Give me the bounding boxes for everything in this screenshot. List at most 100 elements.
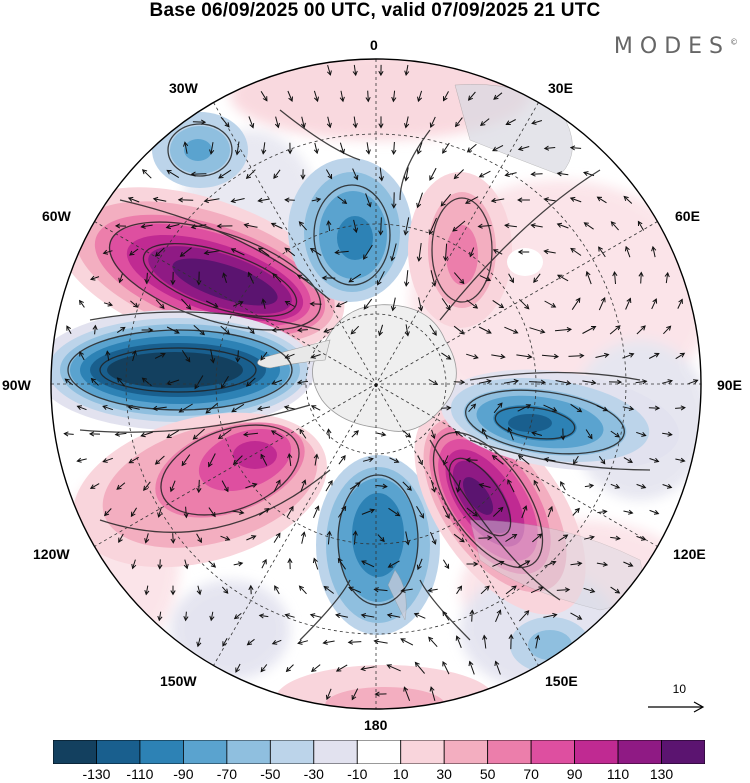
wind-arrow-shaft	[260, 664, 268, 672]
wind-arrow-shaft	[614, 271, 616, 285]
wind-arrow-head	[233, 614, 240, 620]
colorbar-tick-label: 90	[566, 766, 583, 782]
wind-arrow-head	[196, 589, 202, 596]
wind-arrow-shaft	[508, 273, 514, 283]
wind-arrow-shaft	[544, 458, 556, 462]
wind-arrow-shaft	[597, 196, 607, 204]
lon-label-0: 0	[370, 37, 378, 53]
wind-arrow-head	[223, 588, 229, 594]
wind-arrow-head	[327, 173, 333, 180]
wind-arrow-shaft	[598, 246, 606, 258]
wind-arrow-head	[640, 325, 646, 331]
wind-arrow-shaft	[570, 197, 582, 203]
wind-arrow-head	[131, 563, 137, 570]
wind-arrow-head	[442, 148, 447, 154]
wind-arrow-head	[284, 613, 290, 619]
wind-arrow-shaft	[585, 429, 593, 439]
wind-arrow-shaft	[362, 458, 374, 462]
wind-arrow-shaft	[326, 688, 332, 700]
wind-arrow-shaft	[221, 375, 229, 389]
wind-arrow-shaft	[299, 221, 307, 231]
wind-arrow-shaft	[403, 430, 411, 438]
wind-arrow-head	[539, 328, 546, 334]
wind-arrow-shaft	[662, 484, 672, 488]
lon-label-30w: 30W	[169, 80, 198, 96]
wind-arrow-head	[374, 691, 380, 697]
wind-arrow-head	[339, 96, 345, 103]
wind-arrow-shaft	[456, 585, 462, 595]
wind-arrow-head	[564, 587, 571, 593]
wind-arrow-head	[224, 122, 230, 128]
wind-arrow-shaft	[103, 302, 113, 306]
wind-arrow-shaft	[351, 688, 359, 700]
wind-arrow-head	[127, 405, 133, 411]
wind-arrow-shaft	[636, 431, 646, 437]
wind-arrow-shaft	[518, 298, 530, 310]
wind-arrow-head	[63, 431, 69, 437]
wind-arrow-shaft	[374, 640, 388, 644]
wind-arrow-shaft	[181, 454, 191, 466]
wind-arrow-head	[390, 256, 396, 262]
wind-arrow-head	[154, 251, 161, 257]
wind-arrow-shaft	[547, 506, 553, 518]
wind-arrow-shaft	[353, 64, 357, 76]
wind-arrow-shaft	[665, 272, 669, 284]
wind-arrow-head	[76, 405, 82, 411]
lon-label-180: 180	[364, 717, 388, 733]
wind-arrow-shaft	[586, 271, 592, 285]
wind-arrow-head	[210, 358, 216, 364]
wind-arrow-head	[352, 123, 358, 129]
wind-arrow-head	[298, 221, 304, 227]
wind-arrow-shaft	[430, 686, 436, 702]
wind-arrow-shaft	[623, 196, 633, 204]
wind-arrow-shaft	[310, 248, 322, 256]
wind-arrow-shaft	[417, 142, 423, 154]
wind-arrow-shaft	[314, 454, 318, 466]
wind-arrow-shaft	[402, 481, 412, 491]
wind-arrow-shaft	[243, 432, 259, 436]
wind-arrow-head	[452, 226, 458, 232]
wind-arrow-head	[102, 405, 108, 410]
colorbar-tick-label: 30	[436, 766, 452, 782]
wind-arrow-head	[429, 175, 434, 181]
wind-arrow-shaft	[533, 273, 541, 283]
wind-arrow-head	[417, 96, 423, 103]
wind-arrow-head	[299, 428, 305, 435]
wind-arrow-head	[141, 169, 148, 175]
wind-arrow-head	[615, 535, 621, 541]
colorbar-swatch	[313, 740, 358, 764]
wind-arrow-head	[591, 326, 597, 331]
wind-arrow-head	[223, 486, 229, 493]
wind-arrow-shaft	[529, 381, 545, 383]
wind-arrow-head	[107, 301, 114, 307]
wind-arrow-shaft	[142, 169, 152, 179]
wind-arrow-head	[235, 149, 241, 156]
wind-arrow-shaft	[260, 351, 268, 361]
wind-arrow-shaft	[456, 636, 462, 648]
wind-arrow-head	[341, 505, 347, 512]
wind-arrow-head	[103, 510, 110, 517]
wind-arrow-head	[404, 70, 410, 77]
wind-arrow-head	[504, 223, 510, 229]
wind-arrow-head	[194, 383, 200, 390]
wind-arrow-shaft	[492, 299, 504, 309]
wind-arrow-head	[323, 585, 329, 591]
wind-arrow-shaft	[375, 484, 387, 488]
wind-arrow-shaft	[610, 586, 620, 594]
wind-arrow-head	[583, 222, 589, 228]
wind-arrow-shaft	[429, 167, 437, 181]
wind-arrow-head	[390, 305, 396, 312]
wind-arrow-head	[638, 271, 644, 277]
wind-arrow-shaft	[258, 198, 270, 202]
wind-arrow-shaft	[518, 455, 530, 465]
wind-arrow-head	[369, 508, 376, 514]
wind-arrow-shaft	[348, 273, 362, 283]
wind-arrow-head	[533, 479, 539, 486]
wind-arrow-head	[469, 609, 475, 615]
wind-arrow-head	[247, 271, 253, 278]
wind-arrow-shaft	[284, 247, 296, 257]
colorbar-swatch	[617, 740, 662, 764]
wind-arrow-head	[478, 483, 485, 488]
wind-arrow-head	[560, 435, 566, 441]
wind-arrow-head	[628, 562, 634, 567]
